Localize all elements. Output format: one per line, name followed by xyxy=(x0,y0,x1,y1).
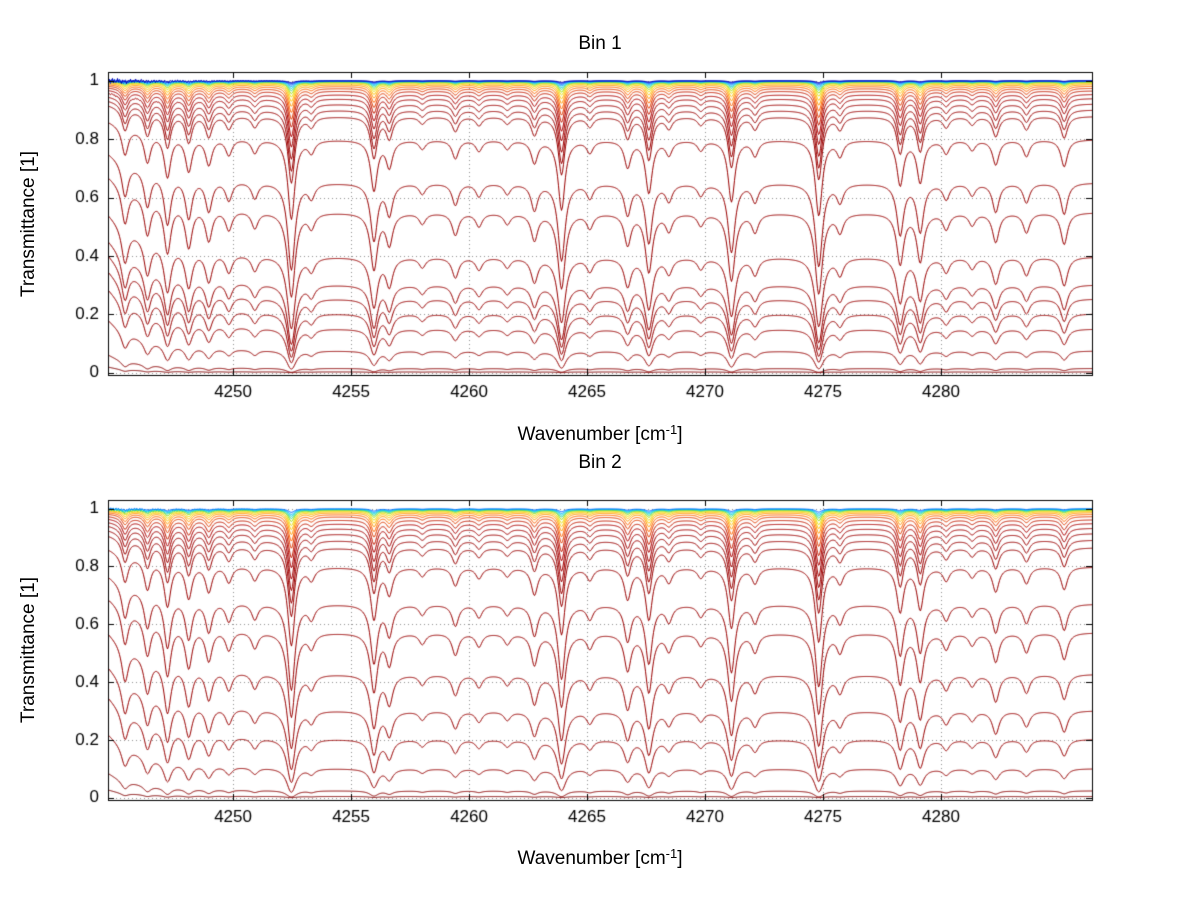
plot1-xlabel-close: ] xyxy=(677,424,683,445)
plot2-xlabel-close: ] xyxy=(677,848,683,869)
plot1-xlabel: Wavenumber [cm-1] xyxy=(108,422,1092,446)
plot1-title: Bin 1 xyxy=(578,33,622,54)
plot2-xlabel-main: Wavenumber [cm xyxy=(517,848,666,869)
plot1-xlabel-main: Wavenumber [cm xyxy=(517,424,666,445)
plot2-title: Bin 2 xyxy=(578,452,622,473)
plot2-xlabel-superscript: -1 xyxy=(665,846,678,861)
plot1-xlabel-superscript: -1 xyxy=(665,422,678,437)
plot2-xlabel: Wavenumber [cm-1] xyxy=(108,846,1092,870)
plot2-ylabel: Transmittance [1] xyxy=(18,576,39,724)
plot1-ylabel: Transmittance [1] xyxy=(18,150,39,298)
